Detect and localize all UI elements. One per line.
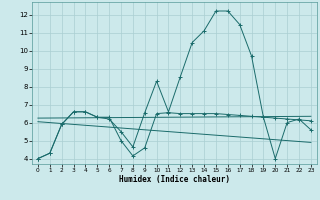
X-axis label: Humidex (Indice chaleur): Humidex (Indice chaleur) [119, 175, 230, 184]
